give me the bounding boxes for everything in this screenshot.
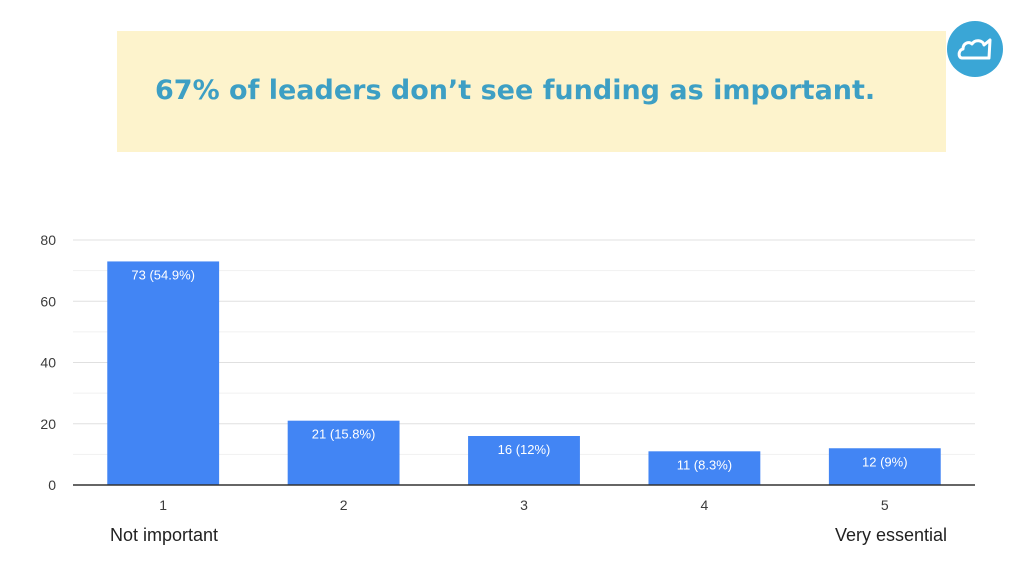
y-tick-label: 40 [40, 355, 56, 371]
y-tick-label: 0 [48, 477, 56, 493]
x-tick-label: 3 [520, 497, 528, 513]
y-tick-label: 80 [40, 232, 56, 248]
x-tick-label: 1 [159, 497, 167, 513]
y-tick-label: 60 [40, 293, 56, 309]
y-tick-label: 20 [40, 416, 56, 432]
bar-data-label: 11 (8.3%) [677, 457, 732, 472]
x-tick-label: 4 [701, 497, 709, 513]
scale-low-label: Not important [110, 525, 219, 545]
x-tick-label: 2 [340, 497, 348, 513]
bar-data-label: 12 (9%) [862, 454, 908, 469]
bar [107, 261, 220, 485]
bar [287, 420, 400, 485]
bar-data-label: 16 (12%) [498, 442, 551, 457]
bar-data-label: 73 (54.9%) [131, 267, 195, 282]
bar [828, 448, 941, 485]
headline-text: 67% of leaders don’t see funding as impo… [155, 75, 876, 106]
bar [648, 451, 761, 485]
bar [468, 436, 580, 485]
bar-data-label: 21 (15.8%) [312, 427, 376, 442]
cloud-icon [947, 21, 1003, 77]
x-tick-label: 5 [881, 497, 889, 513]
scale-high-label: Very essential [835, 525, 948, 545]
headline-banner: 67% of leaders don’t see funding as impo… [117, 31, 946, 152]
